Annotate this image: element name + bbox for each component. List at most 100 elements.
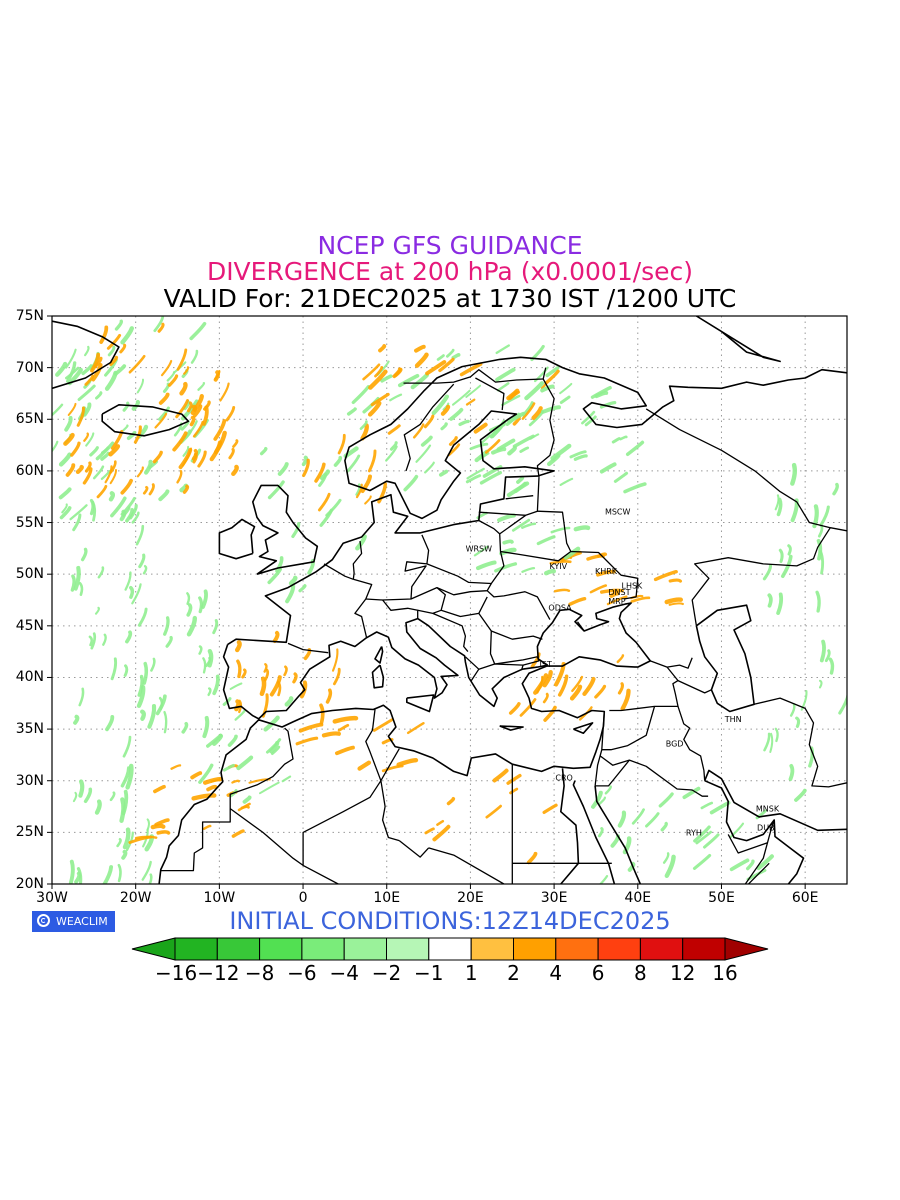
field-streak — [597, 827, 604, 838]
field-streak — [150, 657, 156, 672]
field-streak — [148, 873, 153, 884]
coastline — [252, 484, 319, 575]
field-streak — [109, 469, 118, 485]
country-border — [352, 541, 363, 580]
field-streak — [183, 366, 190, 375]
field-streak — [440, 404, 451, 416]
field-streak — [259, 446, 268, 456]
field-streak — [473, 545, 489, 557]
coastline — [52, 320, 120, 390]
field-streak — [55, 361, 68, 377]
field-streak — [70, 574, 76, 592]
country-border — [287, 642, 329, 654]
field-streak — [357, 760, 372, 771]
field-streak — [604, 785, 612, 795]
field-streak — [495, 344, 510, 355]
country-border — [436, 583, 492, 596]
field-streak — [439, 469, 449, 477]
field-streak — [116, 838, 122, 848]
field-streak — [398, 373, 420, 388]
country-border — [499, 477, 540, 535]
field-streak — [84, 374, 95, 386]
field-streak — [66, 361, 77, 383]
field-streak — [610, 834, 620, 848]
field-streak — [201, 589, 208, 609]
field-streak — [276, 680, 282, 697]
field-streak — [819, 505, 830, 527]
field-streak — [346, 407, 357, 416]
coastline — [218, 518, 256, 560]
field-streak — [423, 414, 435, 429]
field-streak — [76, 406, 86, 427]
country-border — [380, 748, 400, 842]
field-streak — [134, 835, 158, 840]
field-streak — [557, 674, 569, 697]
coastline — [788, 316, 790, 317]
field-streak — [815, 590, 821, 613]
field-streak — [176, 348, 188, 371]
field-streak — [232, 439, 239, 448]
field-streak — [198, 645, 203, 655]
field-streak — [479, 452, 490, 460]
field-streak — [524, 381, 545, 401]
field-streak — [281, 775, 292, 783]
field-streak — [167, 374, 179, 387]
field-streak — [83, 787, 93, 804]
field-streak — [530, 344, 545, 362]
country-border — [432, 612, 469, 653]
field-streak — [582, 676, 596, 696]
field-streak — [202, 405, 209, 426]
field-streak — [617, 810, 627, 828]
field-streak — [237, 802, 251, 812]
field-streak — [559, 477, 574, 486]
city-label-kyiv: KYIV — [549, 562, 567, 571]
lat-label: 60N — [15, 462, 44, 479]
field-streak — [451, 353, 461, 360]
field-streak — [184, 420, 198, 439]
title-line-1: NCEP GFS GUIDANCE — [317, 231, 583, 260]
lon-label: 30W — [36, 890, 68, 906]
field-streak — [545, 366, 560, 378]
colorbar-label: −1 — [414, 961, 444, 985]
colorbar-label: −2 — [371, 961, 402, 985]
field-streak — [234, 709, 246, 721]
field-streak — [594, 684, 607, 699]
colorbar-label: 1 — [464, 961, 478, 985]
field-streak — [179, 381, 188, 396]
field-streak — [136, 466, 144, 478]
city-label-wrsw: WRSW — [466, 545, 493, 554]
field-streak — [231, 779, 240, 784]
field-streak — [431, 394, 449, 416]
field-streak — [206, 733, 223, 748]
field-streak — [499, 547, 517, 556]
field-streak — [335, 745, 355, 756]
field-streak — [58, 487, 72, 500]
field-streak — [559, 395, 571, 404]
field-streak — [288, 575, 298, 586]
field-streak — [190, 771, 203, 780]
lon-label: 50E — [708, 890, 735, 906]
country-border — [475, 377, 505, 411]
field-streak — [59, 506, 72, 520]
field-streak — [73, 714, 80, 725]
field-streak — [137, 607, 148, 627]
coastline — [594, 785, 642, 884]
field-streak — [189, 322, 207, 341]
field-streak — [385, 445, 398, 462]
field-streak — [569, 684, 583, 701]
city-label-mnsk: MNSK — [756, 805, 780, 814]
country-border — [753, 697, 847, 788]
country-border — [522, 656, 540, 666]
field-streak — [181, 447, 192, 467]
field-streak — [695, 830, 713, 845]
field-streak — [275, 556, 284, 573]
field-streak — [459, 362, 483, 377]
field-streak — [319, 469, 331, 481]
field-streak — [502, 539, 514, 545]
field-streak — [212, 674, 220, 696]
field-streak — [259, 781, 280, 795]
city-label-cro: CRO — [555, 774, 572, 783]
field-streak — [263, 663, 268, 673]
field-streak — [272, 630, 280, 643]
field-streak — [448, 436, 458, 446]
